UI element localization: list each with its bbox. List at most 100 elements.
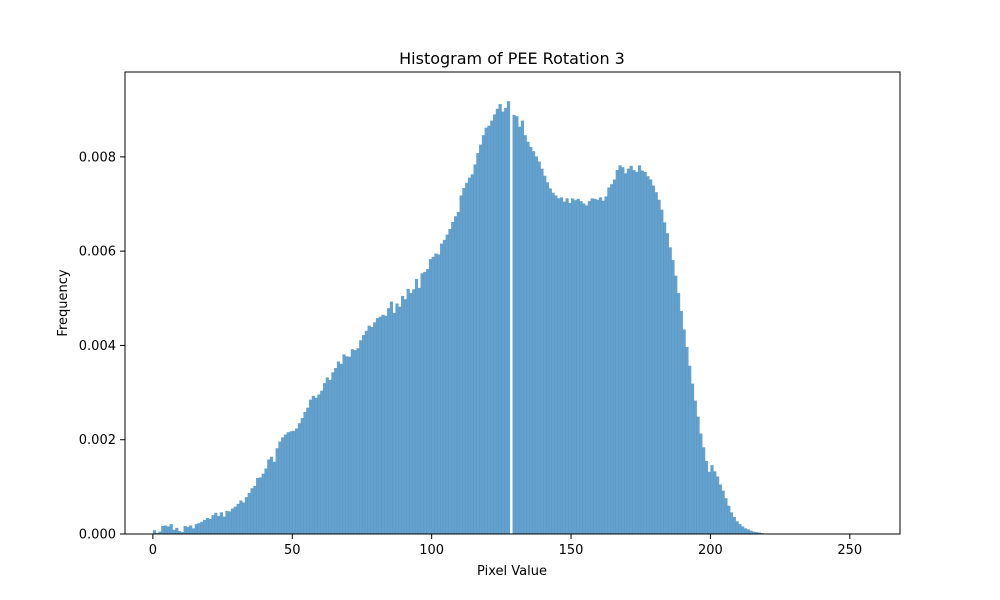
histogram-bar (334, 368, 338, 534)
bars-group (152, 101, 767, 535)
histogram-bar (523, 135, 527, 535)
histogram-bar (258, 477, 262, 534)
histogram-bar (548, 188, 552, 534)
histogram-bar (166, 526, 171, 534)
y-tick-label: 0.004 (79, 339, 116, 354)
histogram-bar (308, 399, 313, 534)
histogram-bar (292, 430, 296, 534)
histogram-bar (626, 168, 630, 534)
histogram-bar (225, 510, 229, 534)
histogram-bar (384, 315, 388, 534)
histogram-bar (281, 437, 285, 534)
histogram-bar (676, 293, 681, 534)
histogram-bar (601, 200, 605, 534)
histogram-bar (370, 327, 374, 534)
histogram-bar (498, 104, 502, 534)
histogram-bar (253, 485, 257, 534)
histogram-bar (579, 201, 583, 535)
histogram-bar (320, 390, 324, 534)
histogram-bar (584, 205, 589, 534)
chart-title: Histogram of PEE Rotation 3 (399, 49, 625, 68)
histogram-bar (724, 498, 728, 534)
histogram-bar (537, 161, 541, 534)
histogram-bar (389, 301, 394, 534)
histogram-bar (200, 521, 204, 534)
histogram-bar (651, 185, 656, 535)
histogram-bar (428, 259, 433, 534)
histogram-bar (175, 527, 179, 534)
histogram-bar (755, 532, 759, 534)
histogram-bar (420, 273, 424, 534)
histogram-bar (721, 490, 725, 534)
histogram-bar (314, 397, 318, 534)
histogram-bar (529, 146, 533, 534)
histogram-bar (685, 346, 689, 534)
histogram-bar (423, 271, 427, 534)
histogram-bar (671, 260, 675, 534)
histogram-bar (361, 335, 366, 534)
histogram-bar (735, 521, 739, 534)
plot-frame (124, 71, 901, 535)
histogram-bar (467, 177, 472, 534)
histogram-bar (738, 524, 742, 534)
histogram-bar (264, 468, 268, 534)
histogram-bar (239, 500, 243, 534)
histogram-bar (643, 171, 647, 534)
histogram-bar (479, 144, 483, 534)
histogram-bar (501, 111, 505, 534)
histogram-bar (646, 176, 650, 534)
histogram-bar (286, 432, 290, 534)
histogram-bar (322, 383, 327, 534)
histogram-bar (448, 228, 452, 535)
histogram-bar (743, 528, 748, 534)
histogram-bar (727, 505, 731, 534)
histogram-bar (233, 506, 237, 534)
histogram-bar (267, 459, 271, 534)
x-axis-ticks: 0 50 100 150 200 250 (149, 534, 862, 558)
histogram-bar (571, 198, 575, 534)
histogram-bar (562, 201, 566, 534)
histogram-bar (205, 517, 210, 534)
histogram-bar (364, 330, 368, 534)
histogram-bar (741, 526, 745, 534)
y-axis-label: Frequency (56, 269, 71, 336)
histogram-bar (378, 316, 382, 534)
histogram-bar (211, 515, 215, 534)
histogram-bar (189, 525, 193, 534)
histogram-bar (367, 325, 371, 534)
x-tick-label: 0 (149, 543, 157, 558)
histogram-bar (543, 175, 547, 534)
histogram-bar (412, 289, 416, 534)
histogram-bar (434, 253, 438, 534)
histogram-bar (618, 165, 622, 534)
histogram-bar (465, 182, 469, 535)
histogram-bar (311, 395, 315, 534)
histogram-bar (406, 288, 410, 534)
histogram-bar (668, 247, 672, 534)
histogram-bar (718, 484, 722, 534)
histogram-bar (640, 170, 644, 534)
histogram-bar (707, 471, 711, 534)
histogram-bar (654, 192, 658, 534)
histogram-bar (426, 269, 430, 534)
histogram-bar (693, 400, 697, 534)
histogram-bar (158, 531, 162, 534)
histogram-bar (512, 114, 516, 535)
x-tick-label: 150 (559, 543, 584, 558)
histogram-bar (261, 473, 265, 534)
histogram-bar (484, 127, 488, 534)
histogram-bar (180, 532, 184, 534)
histogram-bar (453, 216, 458, 534)
histogram-bar (598, 197, 603, 534)
histogram-bar (688, 365, 692, 534)
histogram-bar (236, 503, 240, 534)
histogram-bar (409, 293, 413, 534)
histogram-bar (325, 377, 329, 534)
histogram-bar (278, 441, 282, 534)
histogram-bar (632, 170, 636, 534)
histogram-bar (222, 516, 226, 534)
histogram-bar (573, 200, 578, 535)
histogram-bar (414, 278, 419, 534)
histogram-bar (545, 182, 550, 534)
